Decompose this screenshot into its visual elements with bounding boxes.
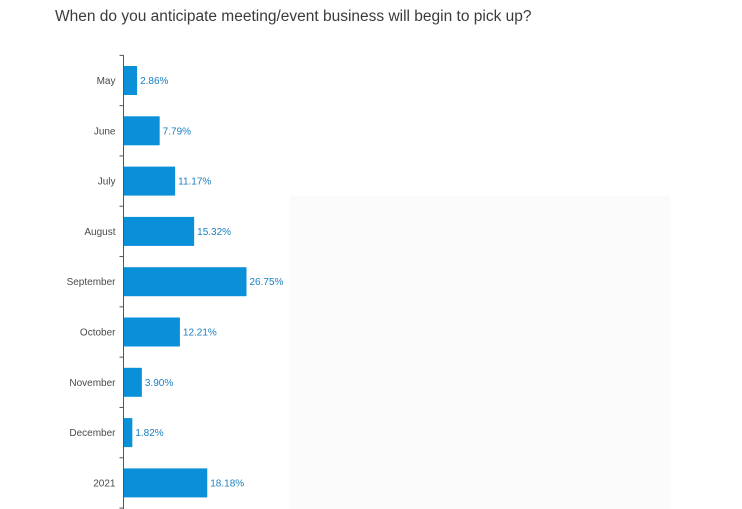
value-label-september: 26.75% [250,277,284,288]
bar-october [124,317,180,347]
category-label-2021: 2021 [93,478,116,489]
category-labels: May June July August September October Novembe… [67,76,117,489]
bars-group [124,66,247,498]
value-labels: 2.86% 7.79% 11.17% 15.32% 26.75% 12.21% 3.90% 1… [135,76,283,489]
value-label-august: 15.32% [197,227,231,238]
category-label-october: October [80,328,116,339]
value-label-july: 11.17% [178,177,211,188]
bar-2021 [124,468,208,498]
category-label-may: May [97,76,116,87]
bar-november [124,367,142,397]
category-label-june: June [94,126,116,137]
value-label-may: 2.86% [140,76,168,87]
bar-july [124,166,176,196]
value-label-2021: 18.18% [210,478,244,489]
bar-may [124,66,138,95]
value-label-november: 3.90% [145,378,173,389]
bar-december [124,418,133,448]
bar-august [124,216,195,246]
category-label-november: November [69,378,116,389]
chart-background-panel [290,196,670,509]
category-label-august: August [84,227,115,238]
category-label-december: December [69,428,116,439]
question-title: When do you anticipate meeting/event bus… [55,8,532,25]
value-label-june: 7.79% [163,126,191,137]
value-label-december: 1.82% [135,428,163,439]
bar-september [124,267,247,297]
value-label-october: 12.21% [183,328,217,339]
bar-june [124,116,160,146]
category-label-september: September [67,277,117,288]
category-label-july: July [98,177,116,188]
axis-ticks [119,54,124,509]
